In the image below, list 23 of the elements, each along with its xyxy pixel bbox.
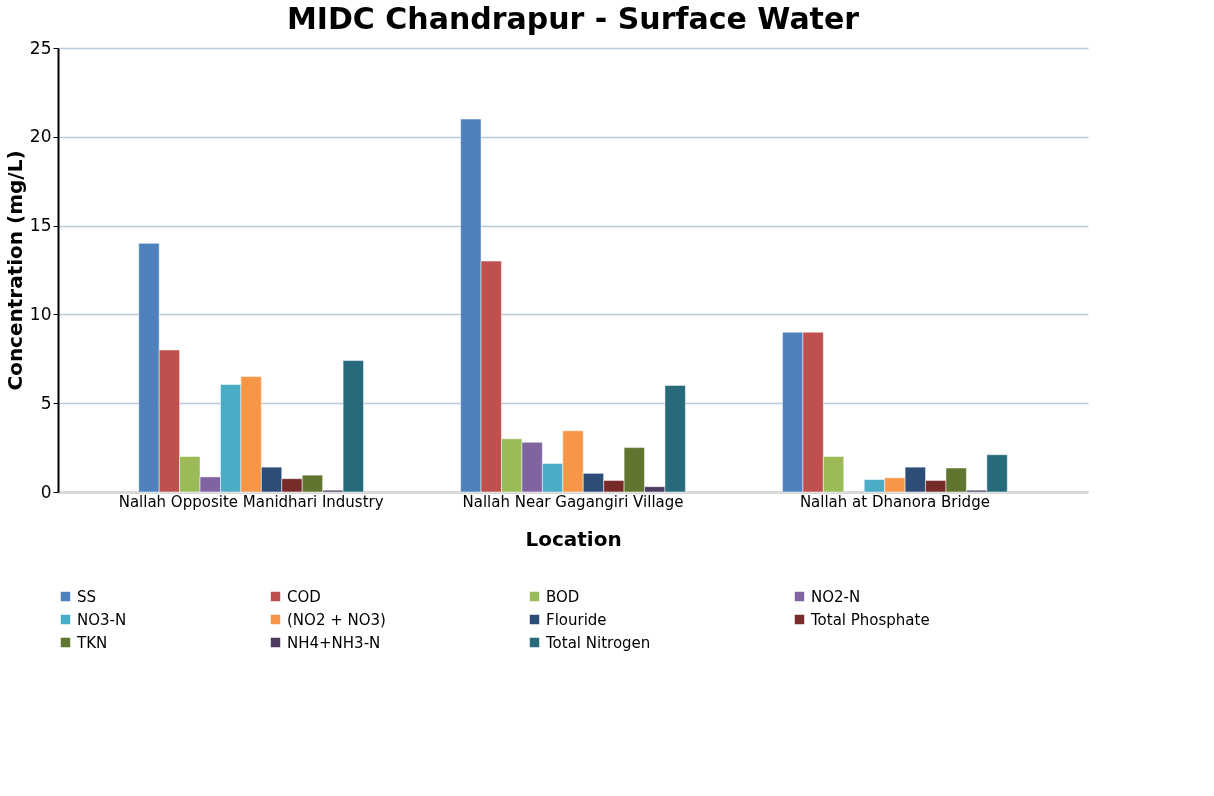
y-tick-label: 5 [40,392,52,413]
legend-label: Total Nitrogen [545,633,651,652]
legend-label: NO2-N [811,587,861,606]
x-tick-label: Nallah at Dhanora Bridge [799,492,990,511]
y-tick-label: 0 [40,481,52,502]
y-tick-label: 25 [29,37,52,58]
legend-label: BOD [546,587,580,606]
legend-label: NO3-N [77,610,127,629]
legend-label: Flouride [546,610,607,629]
legend-label: (NO2 + NO3) [287,610,386,629]
x-tick-label: Nallah Near Gagangiri Village [462,492,684,511]
legend-label: COD [287,587,321,606]
x-axis-title: Location [525,526,622,551]
y-tick-label: 15 [29,215,52,236]
legend-label: SS [77,587,97,606]
y-tick-label: 10 [29,303,52,324]
chart-title: MIDC Chandrapur - Surface Water [286,1,860,36]
x-tick-label: Nallah Opposite Manidhari Industry [118,492,384,511]
y-axis-title: Concentration (mg/L) [2,150,27,391]
legend-label: Total Phosphate [810,610,930,629]
legend-label: NH4+NH3-N [287,633,381,652]
legend-label: TKN [76,633,108,652]
y-tick-label: 20 [29,126,52,147]
